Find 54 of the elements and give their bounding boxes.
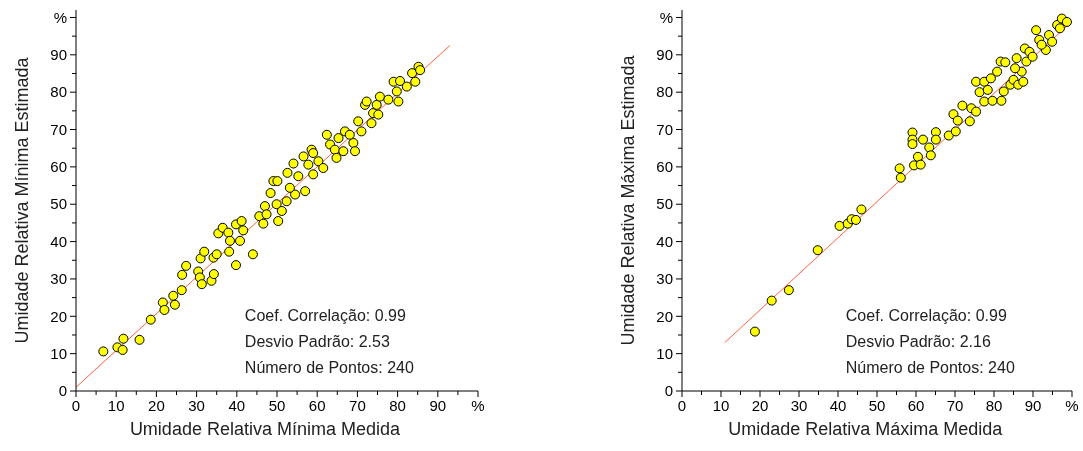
y-tick-label: 10 xyxy=(656,344,673,362)
x-tick-label: 0 xyxy=(71,397,81,414)
y-tick-label: 50 xyxy=(656,195,673,213)
x-tick-label: 70 xyxy=(349,397,366,414)
x-axis-title: Umidade Relativa Máxima Medida xyxy=(728,419,1004,439)
annotation: Coef. Correlação: 0.99 xyxy=(244,307,406,324)
y-tick-label: 0 xyxy=(58,382,67,400)
y-tick-label: 40 xyxy=(50,232,67,250)
y-tick-label: % xyxy=(53,8,67,26)
x-tick-label: % xyxy=(1065,397,1079,414)
y-tick-label: 40 xyxy=(656,232,673,250)
x-tick-label: 10 xyxy=(712,397,730,414)
x-tick-label: % xyxy=(471,397,485,414)
x-tick-label: 60 xyxy=(907,397,925,414)
x-tick-label: 10 xyxy=(107,397,125,414)
y-tick-label: 70 xyxy=(50,120,67,138)
y-tick-label: 60 xyxy=(656,158,673,176)
annotation: Número de Pontos: 240 xyxy=(845,359,1015,376)
y-axis-title: Umidade Relativa Máxima Estimada xyxy=(618,54,638,346)
x-tick-label: 20 xyxy=(148,397,165,414)
y-tick-label: 90 xyxy=(656,46,673,64)
y-tick-label: 20 xyxy=(50,307,67,325)
x-tick-label: 90 xyxy=(429,397,447,414)
x-tick-label: 50 xyxy=(868,397,886,414)
y-tick-label: 90 xyxy=(50,46,67,64)
x-tick-label: 90 xyxy=(1024,397,1042,414)
x-tick-label: 60 xyxy=(308,397,326,414)
y-tick-label: 60 xyxy=(50,158,67,176)
x-tick-label: 30 xyxy=(188,397,205,414)
y-tick-label: 30 xyxy=(50,270,67,288)
x-tick-label: 20 xyxy=(751,397,769,414)
y-tick-label: 80 xyxy=(50,83,67,101)
annotation: Desvio Padrão: 2.53 xyxy=(244,333,390,350)
x-tick-label: 0 xyxy=(677,397,687,414)
y-tick-label: % xyxy=(659,8,673,26)
y-tick-label: 80 xyxy=(656,83,673,101)
x-axis-title: Umidade Relativa Mínima Medida xyxy=(129,419,401,439)
x-tick-label: 70 xyxy=(946,397,964,414)
x-tick-label: 30 xyxy=(790,397,808,414)
y-tick-label: 70 xyxy=(656,120,673,138)
x-tick-label: 40 xyxy=(228,397,246,414)
y-tick-label: 0 xyxy=(664,382,673,400)
x-tick-label: 80 xyxy=(985,397,1003,414)
annotation: Desvio Padrão: 2.16 xyxy=(845,333,991,350)
annotation: Número de Pontos: 240 xyxy=(244,359,414,376)
x-tick-label: 50 xyxy=(268,397,286,414)
y-axis-title: Umidade Relativa Mínima Estimada xyxy=(12,56,32,344)
y-tick-label: 20 xyxy=(656,307,673,325)
x-tick-label: 80 xyxy=(389,397,406,414)
y-tick-label: 30 xyxy=(656,270,673,288)
y-tick-label: 50 xyxy=(50,195,67,213)
annotation: Coef. Correlação: 0.99 xyxy=(845,307,1007,324)
x-tick-label: 40 xyxy=(829,397,847,414)
y-tick-label: 10 xyxy=(50,344,67,362)
